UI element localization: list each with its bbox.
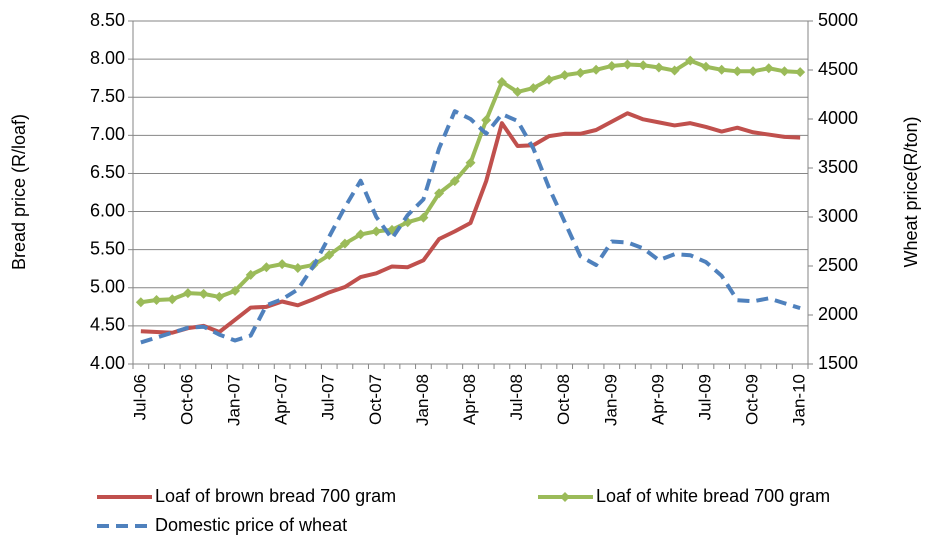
x-tick-label: Jul-06 bbox=[130, 374, 149, 420]
x-tick-label: Jan-09 bbox=[601, 374, 620, 426]
series-marker bbox=[685, 55, 696, 66]
series-marker bbox=[528, 83, 539, 94]
y-tick-label: 5.00 bbox=[90, 277, 125, 297]
x-tick-label: Jan-07 bbox=[225, 374, 244, 426]
series-marker bbox=[151, 294, 162, 305]
series-marker bbox=[653, 62, 664, 73]
x-tick-label: Oct-09 bbox=[743, 374, 762, 425]
x-tick-label: Oct-07 bbox=[366, 374, 385, 425]
series-marker bbox=[638, 60, 649, 71]
series-marker bbox=[135, 297, 146, 308]
y2-tick-label: 2500 bbox=[818, 255, 858, 275]
series-marker bbox=[277, 259, 288, 270]
y-tick-label: 7.50 bbox=[90, 86, 125, 106]
y-tick-label: 8.00 bbox=[90, 48, 125, 68]
series-marker bbox=[543, 74, 554, 85]
y-tick-label: 6.50 bbox=[90, 162, 125, 182]
series-marker bbox=[512, 86, 523, 97]
x-tick-label: Jan-10 bbox=[790, 374, 809, 426]
series-marker bbox=[182, 288, 193, 299]
legend-label: Loaf of brown bread 700 gram bbox=[155, 486, 396, 506]
y2-tick-label: 2000 bbox=[818, 304, 858, 324]
series-marker bbox=[434, 188, 445, 199]
series-marker bbox=[669, 65, 680, 76]
series-marker bbox=[324, 250, 335, 261]
y-tick-label: 5.50 bbox=[90, 238, 125, 258]
x-tick-label: Jul-08 bbox=[507, 374, 526, 420]
series-marker bbox=[292, 262, 303, 273]
y2-tick-label: 4500 bbox=[818, 59, 858, 79]
y-tick-label: 8.50 bbox=[90, 10, 125, 30]
series-marker bbox=[748, 66, 759, 77]
x-tick-label: Apr-09 bbox=[648, 374, 667, 425]
legend-label: Domestic price of wheat bbox=[155, 515, 347, 535]
series-marker bbox=[559, 70, 570, 81]
y2-tick-label: 5000 bbox=[818, 10, 858, 30]
y2-axis-title: Wheat price(R/ton) bbox=[901, 116, 921, 267]
series-marker bbox=[622, 59, 633, 70]
series-marker bbox=[763, 63, 774, 74]
y2-tick-label: 3500 bbox=[818, 157, 858, 177]
x-tick-label: Oct-08 bbox=[554, 374, 573, 425]
y-tick-label: 4.50 bbox=[90, 315, 125, 335]
series-marker bbox=[795, 67, 806, 78]
series-marker bbox=[496, 76, 507, 87]
series-marker bbox=[214, 291, 225, 302]
series-marker bbox=[732, 66, 743, 77]
series-marker bbox=[465, 157, 476, 168]
y2-tick-label: 3000 bbox=[818, 206, 858, 226]
series-marker bbox=[245, 269, 256, 280]
x-tick-label: Apr-08 bbox=[460, 374, 479, 425]
series-marker bbox=[418, 212, 429, 223]
series-marker bbox=[591, 64, 602, 75]
y-tick-label: 7.00 bbox=[90, 124, 125, 144]
series-line bbox=[140, 111, 801, 335]
x-tick-label: Jul-07 bbox=[319, 374, 338, 420]
series-marker bbox=[355, 229, 366, 240]
series-marker bbox=[575, 67, 586, 78]
y2-tick-label: 4000 bbox=[818, 108, 858, 128]
y-axis-title: Bread price (R/loaf) bbox=[9, 114, 29, 270]
series-marker bbox=[481, 115, 492, 126]
series-marker bbox=[449, 176, 460, 187]
x-tick-label: Oct-06 bbox=[177, 374, 196, 425]
series-marker bbox=[371, 226, 382, 237]
y2-tick-label: 1500 bbox=[818, 353, 858, 373]
series-marker bbox=[339, 238, 350, 249]
x-tick-label: Jul-09 bbox=[695, 374, 714, 420]
x-tick-label: Jan-08 bbox=[413, 374, 432, 426]
series-marker bbox=[716, 64, 727, 75]
series-line bbox=[140, 109, 801, 345]
series-marker bbox=[606, 60, 617, 71]
legend-marker bbox=[560, 492, 570, 502]
series-marker bbox=[261, 262, 272, 273]
legend-label: Loaf of white bread 700 gram bbox=[596, 486, 830, 506]
y-tick-label: 6.00 bbox=[90, 200, 125, 220]
series-marker bbox=[700, 61, 711, 72]
x-tick-label: Apr-07 bbox=[272, 374, 291, 425]
series-marker bbox=[198, 288, 209, 299]
y-tick-label: 4.00 bbox=[90, 353, 125, 373]
series-marker bbox=[230, 285, 241, 296]
series-marker bbox=[167, 294, 178, 305]
series-marker bbox=[779, 66, 790, 77]
